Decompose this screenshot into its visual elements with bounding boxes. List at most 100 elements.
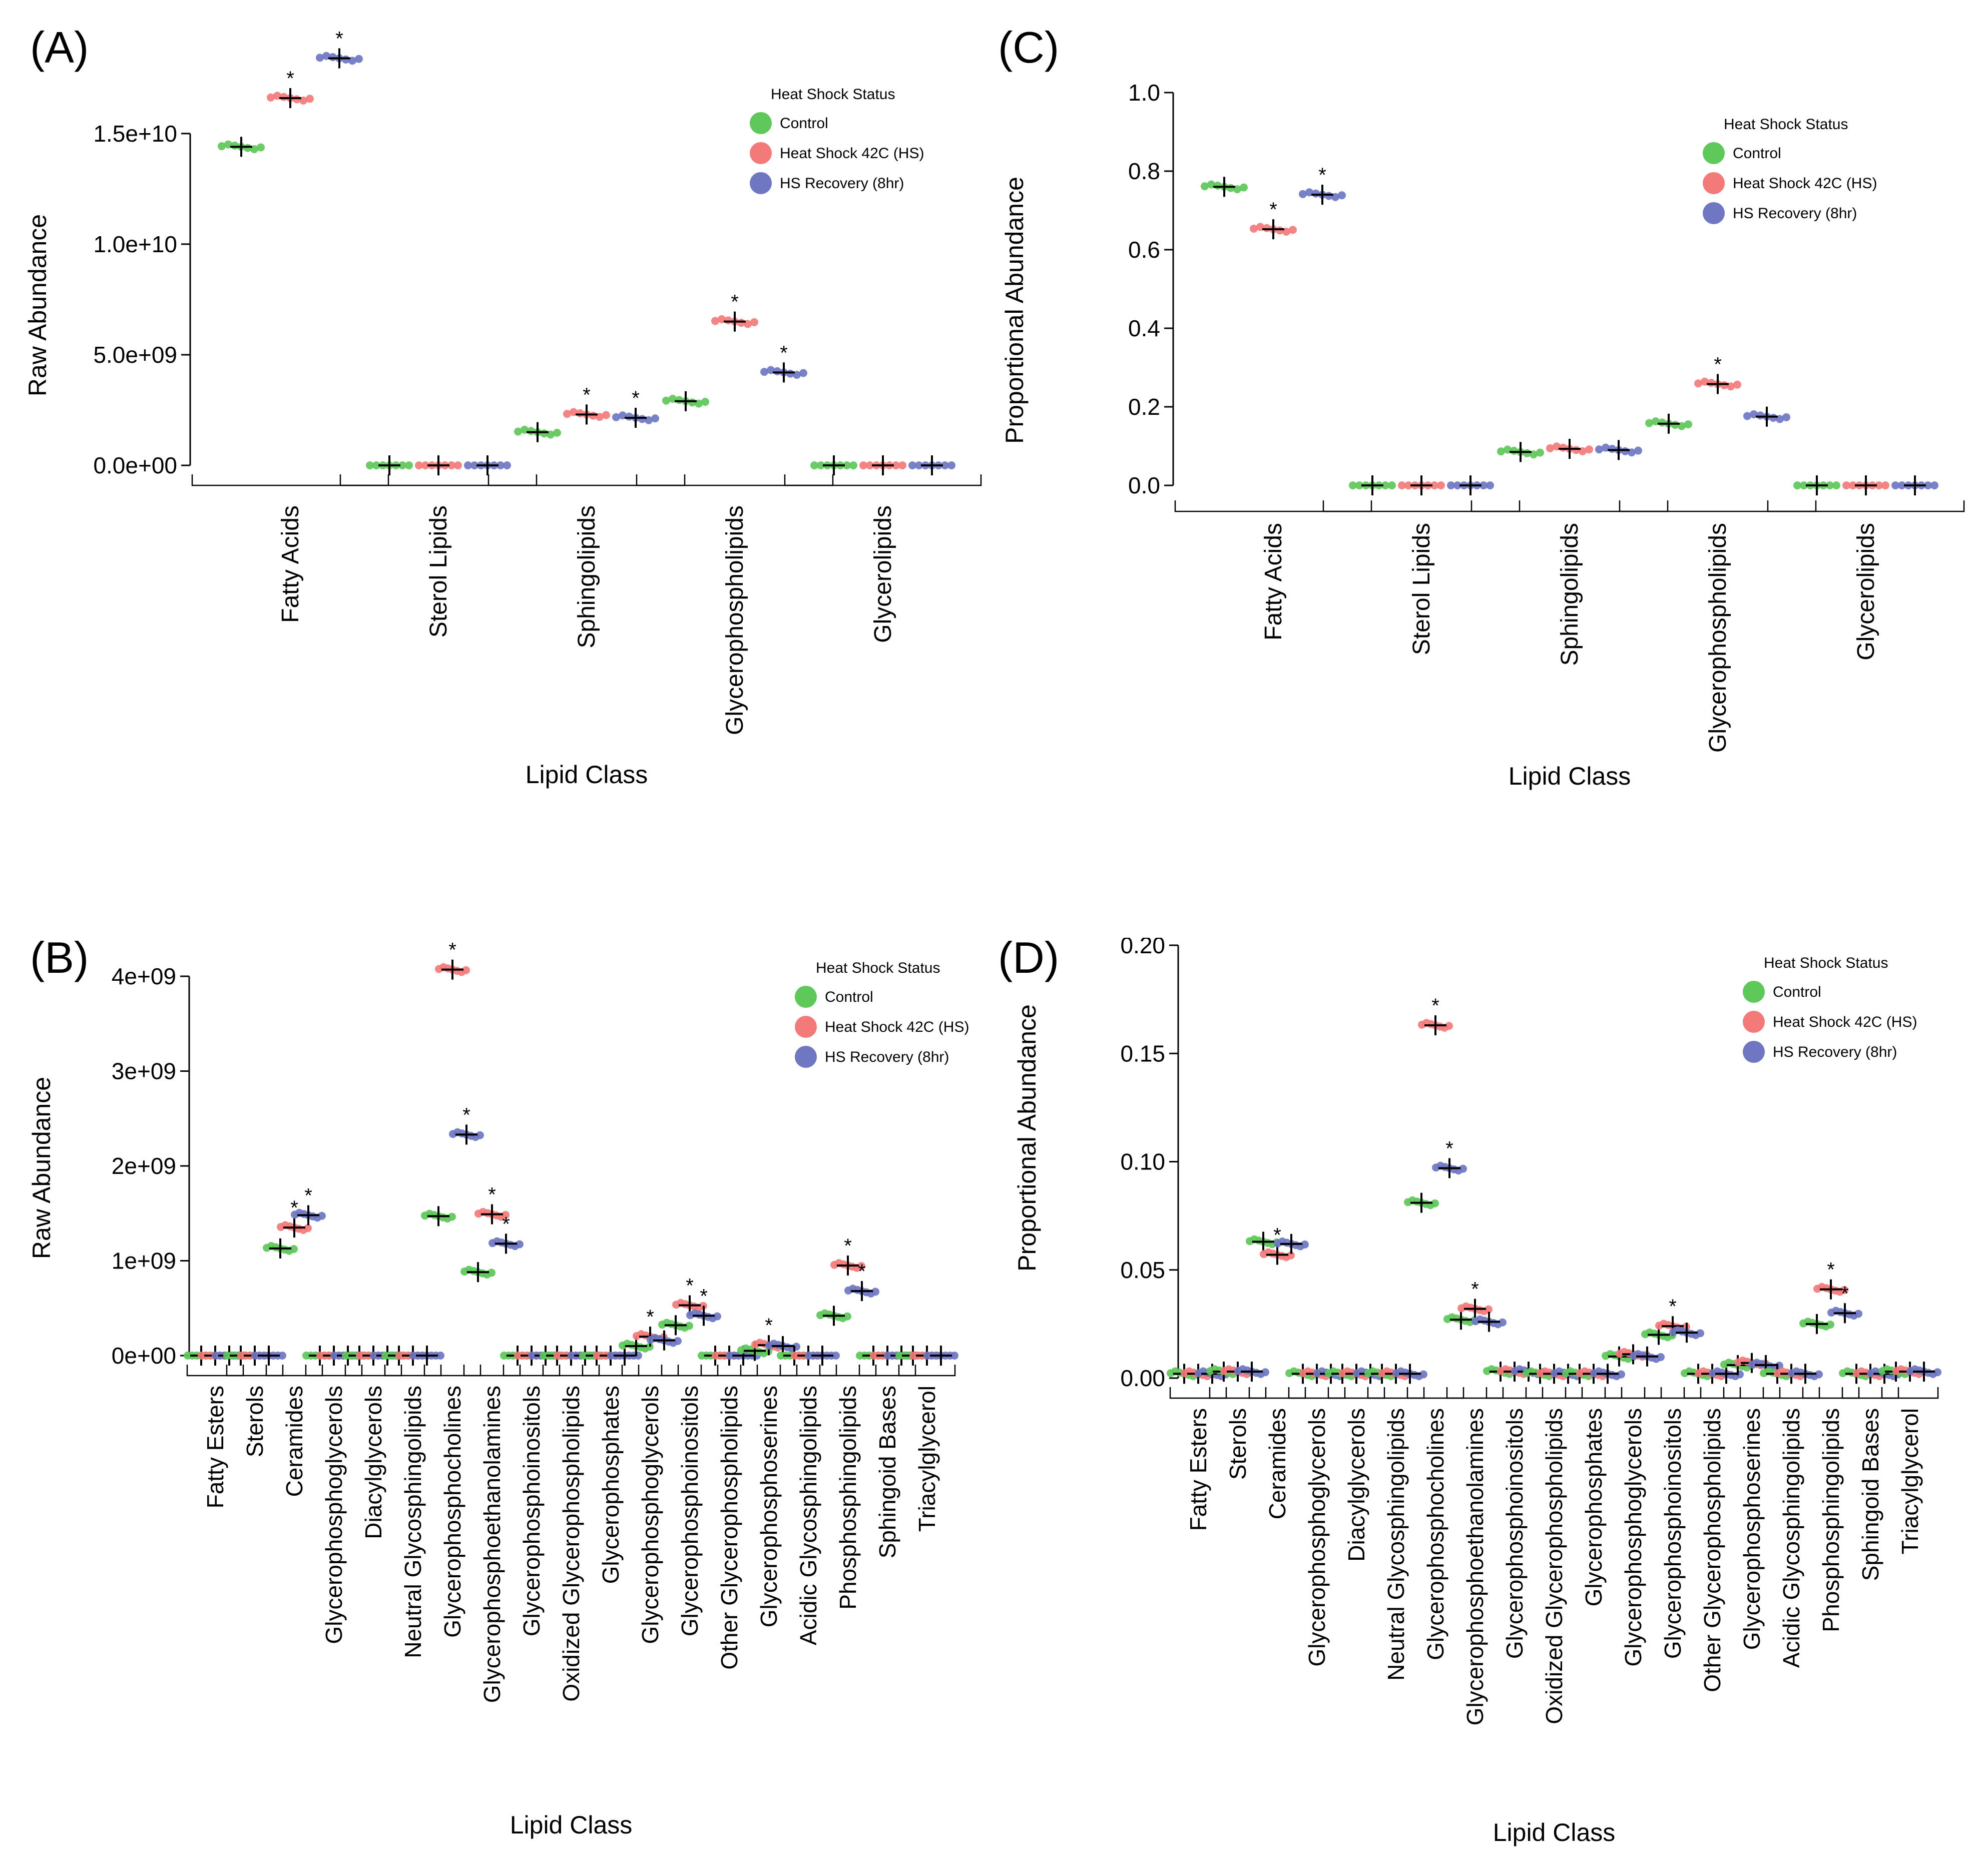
data-point xyxy=(871,1288,879,1296)
category-bracket xyxy=(226,1365,284,1377)
data-point xyxy=(1381,481,1389,489)
data-point xyxy=(476,1131,484,1139)
data-point xyxy=(1826,1321,1834,1329)
significance-marker: * xyxy=(1827,1259,1835,1281)
category-bracket xyxy=(1619,500,1817,512)
category-label-glycerophosphoethanolamines: Glycerophosphoethanolamines xyxy=(1462,1408,1488,1725)
data-group-hs-recovery-8hr-glycerophosphoglycerols xyxy=(647,1330,682,1351)
significance-marker: * xyxy=(780,342,788,364)
data-group-heat-shock-42c-hs-glycerophosphoethanolamines: * xyxy=(1457,1279,1493,1319)
data-point xyxy=(1881,481,1889,489)
data-point xyxy=(602,411,610,419)
significance-marker: * xyxy=(462,1104,470,1126)
data-group-heat-shock-42c-hs-glycerolipids xyxy=(1842,475,1889,495)
category-label-ceramides: Ceramides xyxy=(1264,1408,1290,1519)
data-group-hs-recovery-8hr-glycerophosphoethanolamines: * xyxy=(488,1213,524,1254)
category-label-oxidized-glycerophospholipids: Oxidized Glycerophospholipids xyxy=(1541,1408,1567,1724)
category-label-neutral-glycosphingolipids: Neutral Glycosphingolipids xyxy=(1383,1408,1409,1681)
x-axis-label: Lipid Class xyxy=(526,761,648,789)
data-group-control-glycerophosphoethanolamines xyxy=(460,1262,496,1283)
category-bracket xyxy=(1470,500,1669,512)
legend-swatch-control xyxy=(1743,981,1765,1003)
category-bracket xyxy=(621,1365,679,1377)
data-point xyxy=(1536,448,1544,457)
data-group-hs-recovery-8hr-glycerophospholipids: * xyxy=(760,342,807,383)
category-bracket xyxy=(1288,1387,1346,1399)
data-group-heat-shock-42c-hs-fatty-acids: * xyxy=(267,68,314,109)
category-label-phosphosphingolipids: Phosphosphingolipids xyxy=(835,1386,861,1610)
category-bracket xyxy=(740,1365,798,1377)
data-point xyxy=(1657,1353,1665,1361)
category-label-oxidized-glycerophospholipids: Oxidized Glycerophospholipids xyxy=(558,1386,584,1702)
y-tick-label: 0.0e+00 xyxy=(93,452,177,478)
data-point xyxy=(1826,481,1834,489)
category-bracket xyxy=(661,1365,719,1377)
data-point xyxy=(866,461,874,469)
data-group-control-glycerophosphoglycerols xyxy=(619,1336,654,1357)
data-group-heat-shock-42c-hs-glycerophosphocholines: * xyxy=(435,939,470,980)
category-bracket xyxy=(1209,1387,1267,1399)
data-point xyxy=(398,461,406,469)
legend-swatch-control xyxy=(750,112,772,134)
category-bracket xyxy=(339,474,538,486)
x-axis-label: Lipid Class xyxy=(1509,762,1631,790)
category-bracket xyxy=(265,1365,323,1377)
data-group-heat-shock-42c-hs-fatty-acids: * xyxy=(1250,199,1297,240)
y-tick-label: 1.5e+10 xyxy=(93,121,177,147)
data-point xyxy=(497,461,505,469)
category-label-glycerophosphoglycerols: Glycerophosphoglycerols xyxy=(637,1386,663,1644)
data-point xyxy=(843,1312,851,1321)
y-tick-label: 1e+09 xyxy=(112,1247,176,1274)
significance-marker: * xyxy=(632,387,640,409)
data-group-heat-shock-42c-hs-sphingolipids: * xyxy=(563,384,610,425)
data-point xyxy=(436,1352,444,1360)
data-point xyxy=(1733,380,1741,389)
data-group-control-glycerolipids xyxy=(810,455,857,475)
data-group-control-glycerophosphocholines xyxy=(421,1206,456,1226)
category-bracket xyxy=(1762,1387,1820,1399)
data-point xyxy=(257,143,265,152)
category-label-sphingolipids: Sphingolipids xyxy=(574,505,600,649)
data-point xyxy=(1453,481,1461,489)
data-point xyxy=(1743,412,1751,420)
y-tick-label: 0.10 xyxy=(1120,1149,1165,1175)
data-point xyxy=(1388,481,1396,489)
category-label-fatty-acids: Fatty Acids xyxy=(1260,523,1287,641)
data-point xyxy=(1793,481,1801,489)
data-group-hs-recovery-8hr-glycerophosphocholines: * xyxy=(449,1104,484,1145)
legend-entry-control: Control xyxy=(825,989,873,1005)
data-group-control-glycerophosphocholines xyxy=(1404,1192,1439,1213)
category-label-triacylglycerol: Triacylglycerol xyxy=(1897,1408,1923,1554)
data-group-control-sphingolipids xyxy=(514,422,561,442)
category-label-glycerolipids: Glycerolipids xyxy=(1853,523,1879,661)
y-axis-label: Proportional Abundance xyxy=(1001,177,1029,444)
data-point xyxy=(366,461,374,469)
category-label-sterols: Sterols xyxy=(242,1386,268,1457)
significance-marker: * xyxy=(1714,353,1722,375)
category-bracket xyxy=(1841,1387,1899,1399)
data-point xyxy=(1404,481,1412,489)
y-tick-label: 0.00 xyxy=(1120,1365,1165,1391)
category-label-glycerophospholipids: Glycerophospholipids xyxy=(1705,523,1731,753)
data-point xyxy=(1546,444,1554,452)
category-bracket xyxy=(1723,1387,1781,1399)
category-label-neutral-glycosphingolipids: Neutral Glycosphingolipids xyxy=(400,1386,426,1658)
data-point xyxy=(612,413,620,421)
data-point xyxy=(1419,1370,1427,1379)
category-label-glycerophosphoserines: Glycerophosphoserines xyxy=(1739,1408,1765,1650)
data-point xyxy=(892,461,900,469)
category-bracket xyxy=(1248,1387,1306,1399)
category-label-diacylglycerols: Diacylglycerols xyxy=(1343,1408,1369,1562)
y-tick-label: 0.8 xyxy=(1128,158,1160,184)
y-axis-label: Proportional Abundance xyxy=(1013,1004,1041,1272)
data-point xyxy=(810,461,818,469)
data-group-hs-recovery-8hr-sphingolipids xyxy=(1595,440,1642,460)
category-bracket xyxy=(542,1365,600,1377)
data-point xyxy=(447,461,455,469)
data-point xyxy=(316,54,324,62)
data-point xyxy=(1240,183,1248,192)
data-group-control-sphingolipids xyxy=(1497,442,1544,462)
y-axis-label: Raw Abundance xyxy=(24,214,52,396)
data-group-heat-shock-42c-hs-phosphosphingolipids: * xyxy=(1813,1259,1848,1300)
data-point xyxy=(1486,481,1494,489)
